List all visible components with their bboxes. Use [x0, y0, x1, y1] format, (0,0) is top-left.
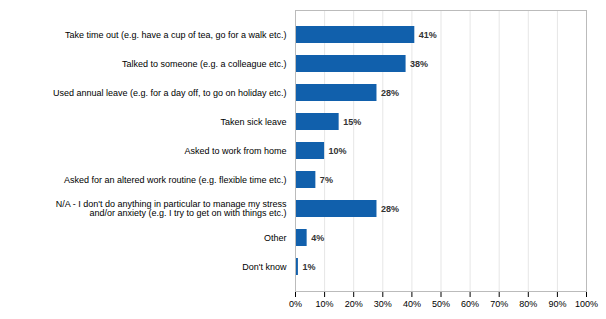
svg-text:Asked to work from home: Asked to work from home	[184, 146, 286, 156]
svg-text:Take time out (e.g. have a cup: Take time out (e.g. have a cup of tea, g…	[65, 30, 287, 40]
svg-text:N/A - I don't do anything in p: N/A - I don't do anything in particular …	[56, 199, 287, 218]
svg-text:Don't know: Don't know	[242, 262, 287, 272]
svg-text:60%: 60%	[461, 299, 479, 309]
svg-text:Talked to someone (e.g. a coll: Talked to someone (e.g. a colleague etc.…	[122, 59, 287, 69]
svg-text:4%: 4%	[311, 233, 324, 243]
svg-text:Taken sick leave: Taken sick leave	[220, 117, 286, 127]
svg-text:41%: 41%	[419, 30, 437, 40]
svg-text:10%: 10%	[316, 299, 334, 309]
svg-text:0%: 0%	[289, 299, 302, 309]
svg-text:80%: 80%	[519, 299, 537, 309]
svg-text:20%: 20%	[345, 299, 363, 309]
svg-text:Asked for an altered work rout: Asked for an altered work routine (e.g. …	[64, 175, 287, 185]
svg-text:10%: 10%	[329, 146, 347, 156]
svg-text:38%: 38%	[410, 59, 428, 69]
svg-text:28%: 28%	[381, 88, 399, 98]
svg-text:40%: 40%	[403, 299, 421, 309]
svg-text:30%: 30%	[374, 299, 392, 309]
svg-text:100%: 100%	[575, 299, 598, 309]
svg-text:50%: 50%	[432, 299, 450, 309]
svg-text:Other: Other	[264, 233, 287, 243]
svg-text:1%: 1%	[302, 262, 315, 272]
svg-text:7%: 7%	[320, 175, 333, 185]
svg-text:90%: 90%	[548, 299, 566, 309]
svg-text:Used annual leave (e.g. for a: Used annual leave (e.g. for a day off, t…	[53, 88, 286, 98]
svg-text:28%: 28%	[381, 204, 399, 214]
svg-text:15%: 15%	[343, 117, 361, 127]
svg-text:70%: 70%	[490, 299, 508, 309]
